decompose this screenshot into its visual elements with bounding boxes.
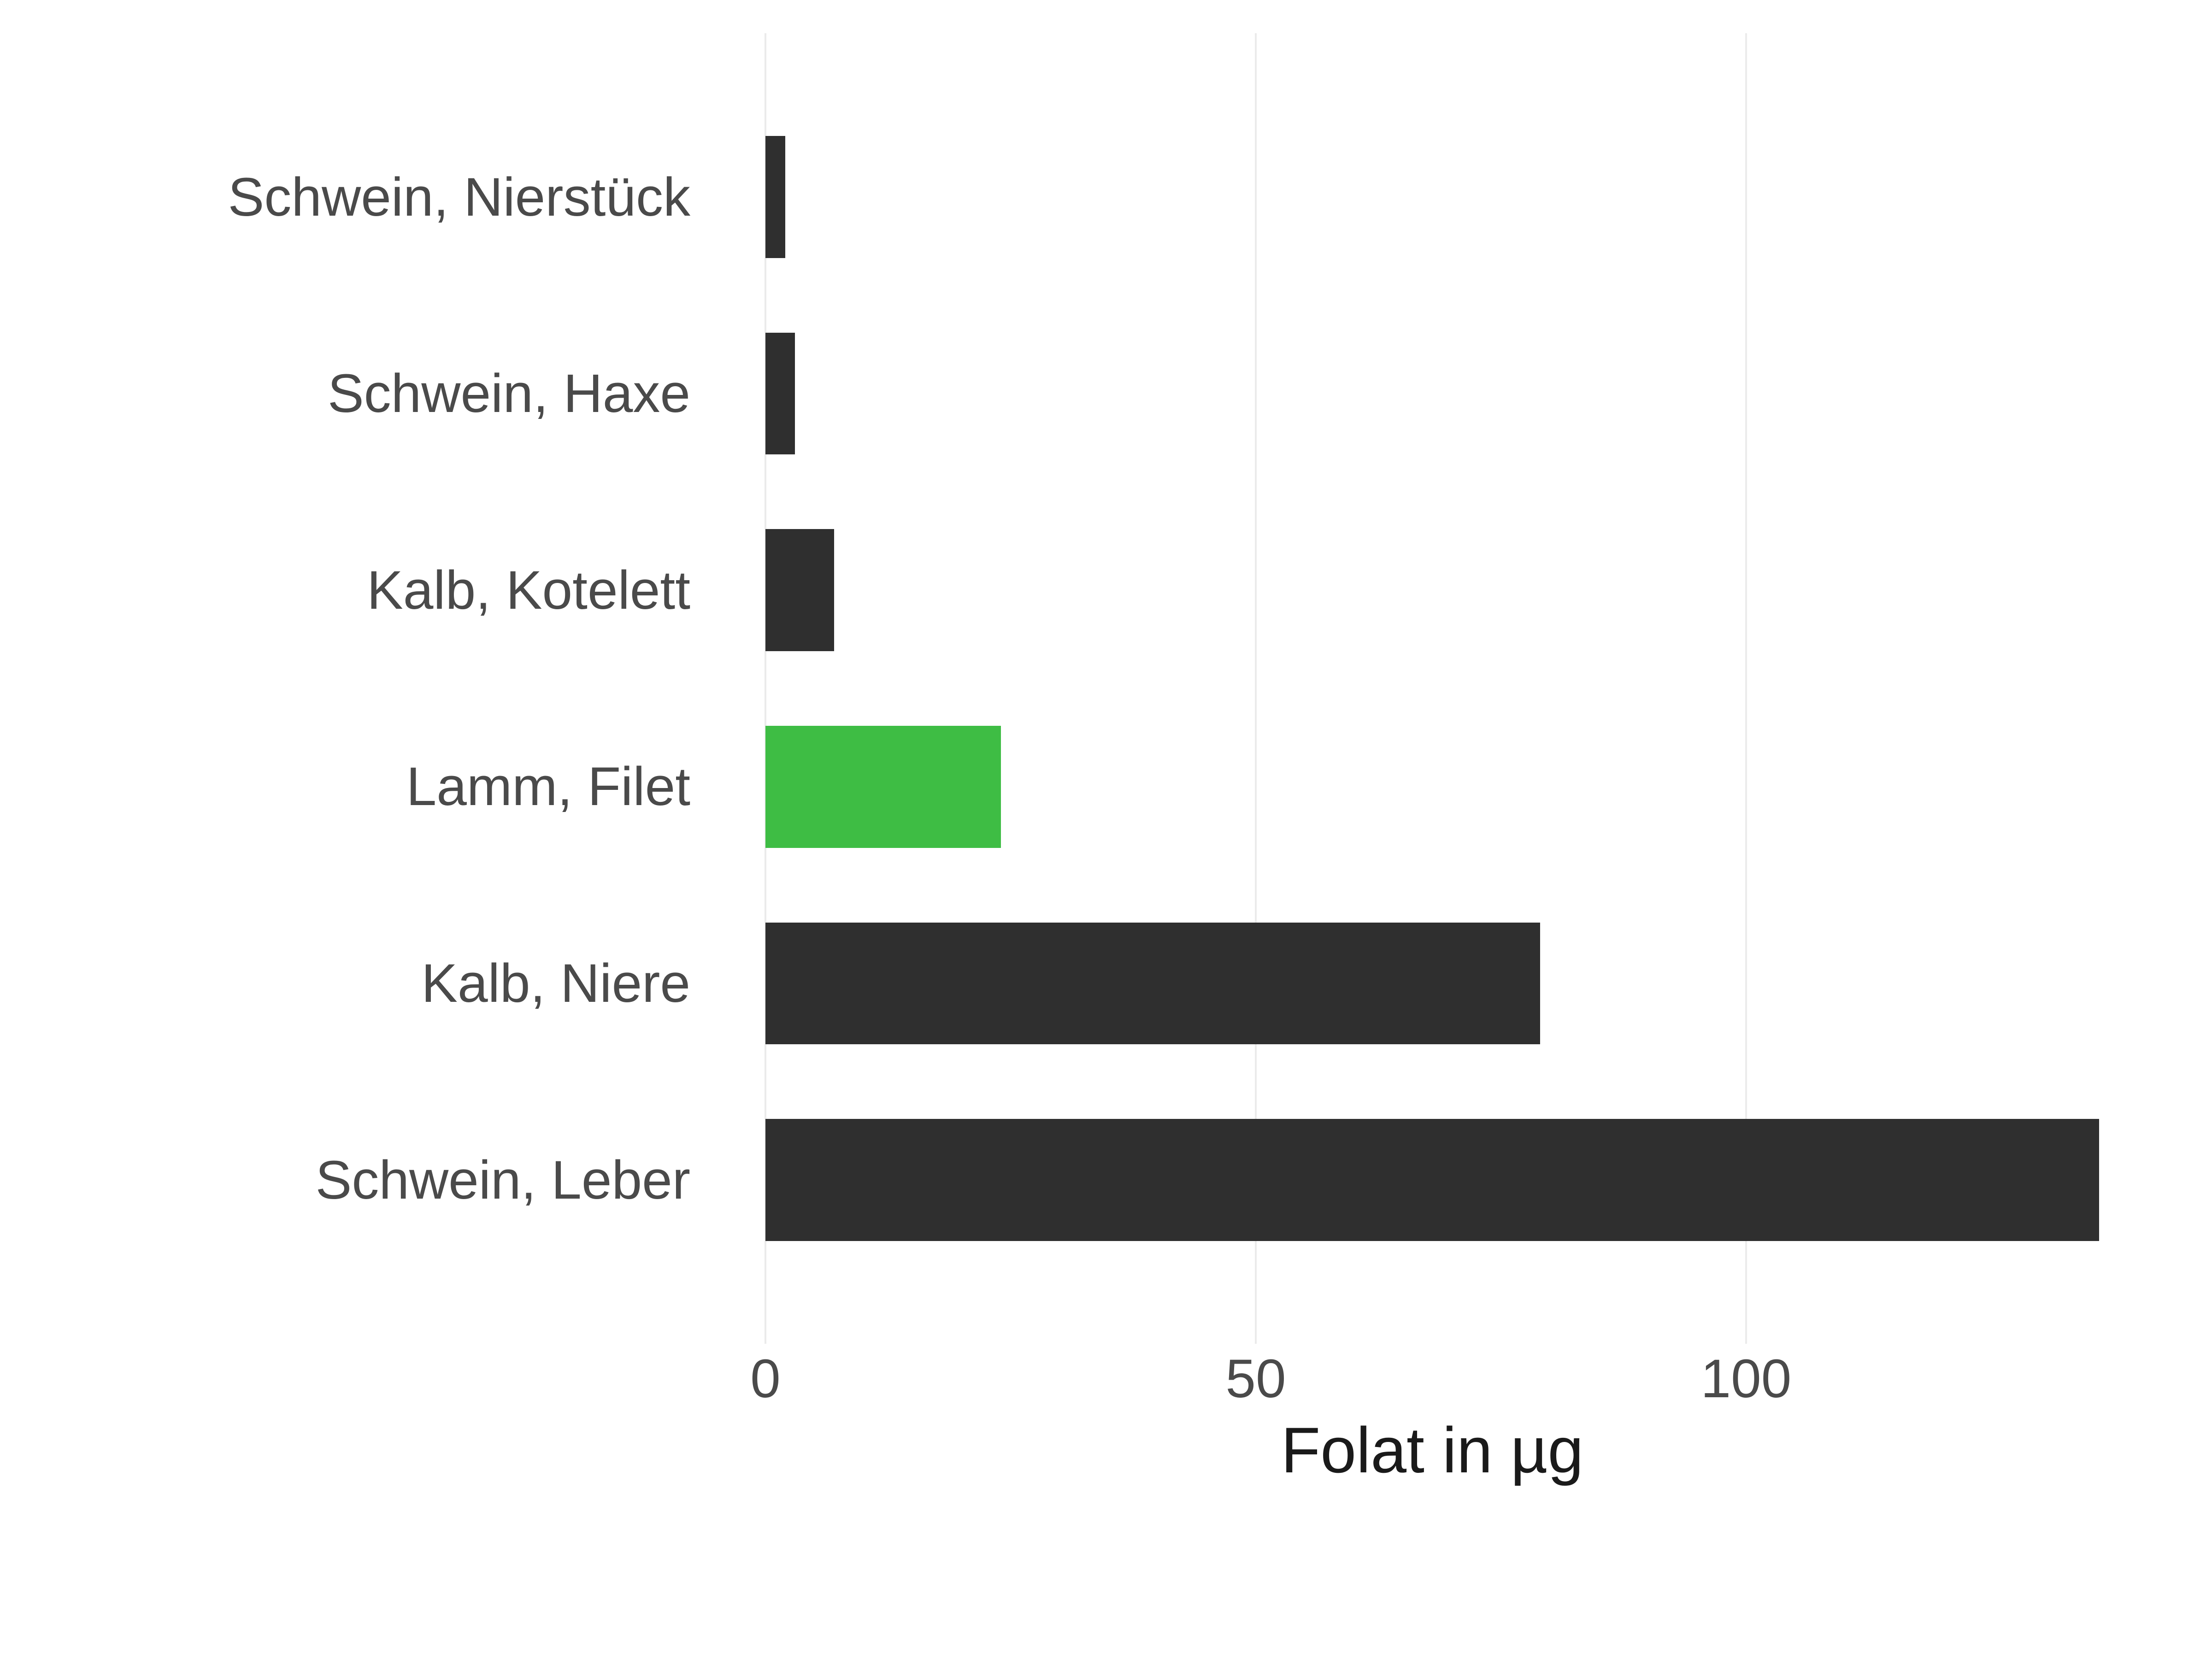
bar [765,529,834,651]
y-tick-label: Lamm, Filet [406,755,697,818]
bar [765,1119,2099,1241]
x-axis-title: Folat in µg [1281,1413,1584,1488]
x-tick-label: 100 [1701,1344,1792,1410]
y-tick-label: Kalb, Niere [421,952,697,1015]
x-tick-label: 0 [750,1344,781,1410]
y-tick-label: Schwein, Nierstück [228,166,697,229]
bar [765,333,795,454]
y-tick-label: Kalb, Kotelett [367,559,697,622]
y-tick-label: Schwein, Haxe [328,362,697,425]
folat-bar-chart: 0 50 100 Schwein, Nierstück Schwein, Haxe Kal… [0,0,2212,1659]
x-tick-label: 50 [1225,1344,1286,1410]
bar [765,136,785,258]
bar [765,923,1540,1044]
y-tick-label: Schwein, Leber [316,1149,697,1212]
bar [765,726,1001,847]
plot-area: 050100Schwein, NierstückSchwein, HaxeKal… [697,33,2168,1344]
